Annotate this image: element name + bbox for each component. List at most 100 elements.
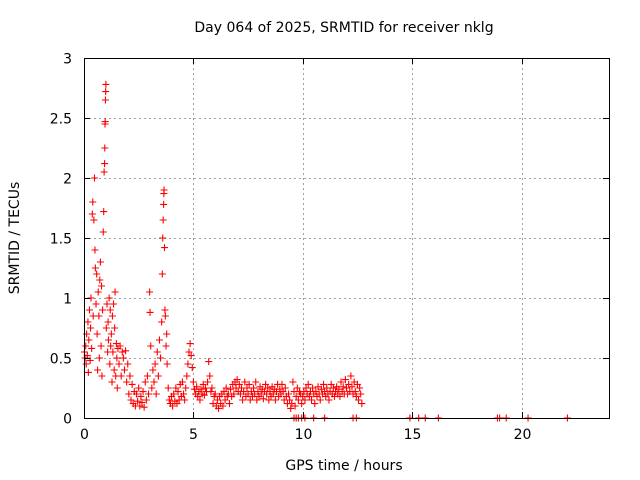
data-point (125, 390, 133, 398)
data-point (336, 392, 344, 400)
data-point (149, 366, 157, 374)
y-tick-label: 0 (63, 412, 72, 428)
data-point (240, 388, 248, 396)
data-points (80, 80, 571, 422)
data-point (101, 118, 109, 126)
data-point (199, 380, 207, 388)
data-point (102, 80, 110, 88)
data-point (101, 160, 109, 168)
data-point (93, 330, 101, 338)
data-point (253, 396, 261, 404)
data-point (94, 288, 102, 296)
data-point (101, 144, 109, 152)
data-point (325, 396, 333, 404)
data-point (304, 380, 312, 388)
data-point (161, 244, 168, 252)
data-point (118, 348, 126, 356)
data-point (327, 380, 335, 388)
data-point (82, 342, 90, 350)
data-point (102, 324, 110, 332)
data-point (159, 234, 167, 242)
data-point (201, 384, 209, 392)
data-point (146, 288, 154, 296)
data-point (281, 384, 289, 392)
data-point (94, 366, 102, 374)
data-point (193, 383, 201, 391)
data-point (113, 354, 121, 362)
data-point (259, 395, 267, 403)
data-point (98, 372, 106, 380)
data-point (351, 388, 359, 396)
data-point (158, 270, 166, 278)
y-tick-label: 2.5 (50, 112, 72, 128)
data-point (196, 396, 204, 404)
data-point (160, 186, 168, 194)
data-point (233, 376, 241, 384)
data-point (145, 390, 153, 398)
data-point (161, 312, 169, 320)
data-point (311, 400, 319, 408)
data-point (302, 384, 310, 392)
data-point (100, 168, 108, 176)
data-point (110, 300, 118, 308)
data-point (84, 318, 92, 326)
data-point (108, 312, 116, 320)
data-point (291, 402, 299, 410)
data-point (113, 384, 121, 392)
data-point (189, 378, 197, 386)
data-point (100, 208, 108, 216)
y-tick-label: 1.5 (50, 232, 72, 248)
data-point (88, 344, 96, 352)
data-point (124, 360, 132, 368)
data-point (106, 306, 114, 314)
data-point (293, 384, 301, 392)
data-point (200, 391, 208, 399)
data-point (117, 372, 125, 380)
data-point (339, 383, 347, 391)
data-point (116, 342, 124, 350)
data-point (112, 340, 120, 348)
data-point (133, 390, 140, 398)
data-point (245, 380, 253, 388)
data-point (89, 198, 97, 206)
data-point (220, 388, 228, 396)
data-point (221, 396, 229, 404)
data-point (285, 390, 293, 398)
data-point (119, 354, 127, 362)
data-point (99, 306, 107, 314)
data-point (126, 372, 134, 380)
data-point (82, 360, 90, 368)
data-point (163, 360, 171, 368)
data-point (286, 396, 294, 404)
data-point (85, 336, 93, 344)
data-point (230, 390, 238, 398)
chart-title: Day 064 of 2025, SRMTID for receiver nkl… (194, 20, 493, 36)
data-point (262, 380, 270, 388)
data-point (178, 378, 186, 386)
data-point (99, 228, 107, 236)
data-point (115, 360, 123, 368)
data-point (353, 380, 361, 388)
x-tick-label: 0 (80, 427, 89, 443)
data-point (104, 318, 112, 326)
data-point (182, 384, 190, 392)
data-point (227, 385, 235, 393)
data-point (357, 390, 365, 398)
data-point (141, 378, 149, 386)
data-point (241, 378, 249, 386)
data-point (173, 400, 181, 408)
data-point (160, 200, 168, 208)
data-point (108, 378, 116, 386)
data-point (127, 396, 135, 404)
data-point (341, 376, 349, 384)
data-point (294, 396, 302, 404)
data-point (91, 246, 99, 254)
data-point (278, 380, 286, 388)
data-point (161, 306, 169, 314)
data-point (158, 318, 166, 326)
data-point (355, 396, 363, 404)
data-point (120, 366, 128, 374)
y-tick-label: 1 (63, 292, 72, 308)
